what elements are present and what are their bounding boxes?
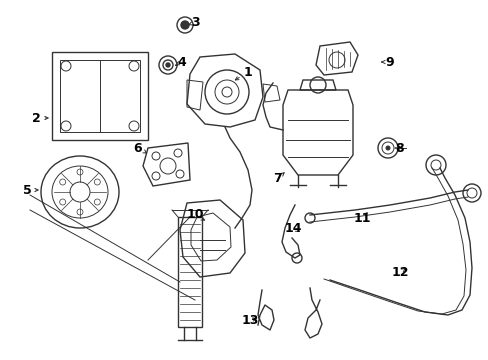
Text: 10: 10 bbox=[186, 208, 203, 221]
Text: 12: 12 bbox=[390, 266, 408, 279]
Text: 13: 13 bbox=[241, 314, 258, 327]
Text: 1: 1 bbox=[243, 66, 252, 78]
Text: 3: 3 bbox=[191, 15, 200, 28]
Circle shape bbox=[181, 21, 189, 29]
Text: 9: 9 bbox=[385, 55, 393, 68]
Text: 8: 8 bbox=[395, 141, 404, 154]
Text: 6: 6 bbox=[133, 141, 142, 154]
Text: 5: 5 bbox=[22, 184, 31, 197]
Text: 14: 14 bbox=[284, 221, 301, 234]
Circle shape bbox=[385, 146, 389, 150]
Text: 11: 11 bbox=[352, 211, 370, 225]
Text: 4: 4 bbox=[177, 55, 186, 68]
Text: 7: 7 bbox=[273, 171, 282, 184]
Text: 2: 2 bbox=[32, 112, 41, 125]
Circle shape bbox=[165, 63, 170, 67]
